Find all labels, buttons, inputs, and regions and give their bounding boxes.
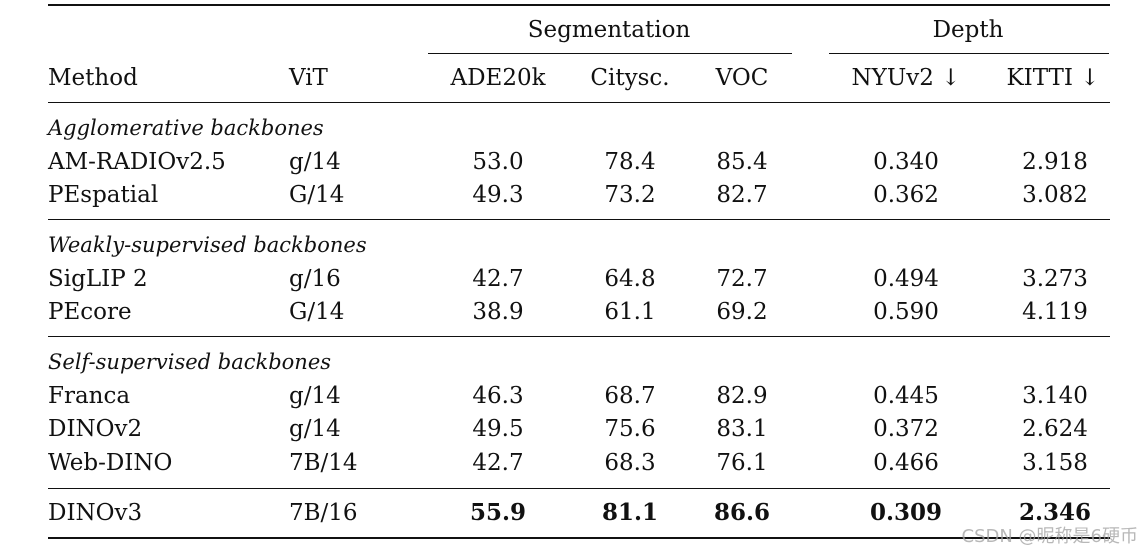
header-rule (48, 102, 1110, 103)
cell-citysc: 75.6 (604, 416, 656, 442)
cell-vit: 7B/14 (289, 450, 358, 476)
segmentation-cmidrule (428, 53, 792, 54)
bottom-rule (48, 537, 1110, 539)
col-header-method: Method (48, 65, 138, 91)
final-row-rule (48, 488, 1110, 489)
cell-method: SigLIP 2 (48, 266, 148, 292)
cell-vit: g/16 (289, 266, 341, 292)
cell-method: PEcore (48, 299, 132, 325)
cell-kitti: 3.273 (1022, 266, 1088, 292)
cell-citysc: 73.2 (604, 182, 656, 208)
cell-voc: 82.7 (716, 182, 768, 208)
cell-citysc: 81.1 (601, 499, 659, 526)
col-header-nyuv2: NYUv2 ↓ (851, 65, 961, 91)
cell-ade20k: 49.5 (472, 416, 524, 442)
cell-citysc: 78.4 (604, 149, 656, 175)
cell-ade20k: 53.0 (472, 149, 524, 175)
cell-method: Franca (48, 383, 131, 409)
col-header-kitti: KITTI ↓ (1006, 65, 1100, 91)
cell-kitti: 3.158 (1022, 450, 1088, 476)
cell-nyuv2: 0.362 (873, 182, 939, 208)
cell-nyuv2: 0.494 (873, 266, 939, 292)
cell-voc: 86.6 (713, 499, 771, 526)
cell-citysc: 68.7 (604, 383, 656, 409)
cell-vit: g/14 (289, 149, 341, 175)
cell-ade20k: 38.9 (472, 299, 524, 325)
cell-ade20k: 55.9 (469, 499, 527, 526)
group-header-segmentation: Segmentation (527, 17, 691, 43)
cell-vit: g/14 (289, 416, 341, 442)
cell-kitti: 3.140 (1022, 383, 1088, 409)
cell-kitti: 4.119 (1022, 299, 1088, 325)
col-header-ade20k: ADE20k (450, 65, 546, 91)
col-header-voc: VOC (715, 65, 769, 91)
cell-ade20k: 42.7 (472, 450, 524, 476)
cell-method: DINOv2 (48, 416, 143, 442)
col-header-citysc: Citysc. (590, 65, 670, 91)
cell-vit: g/14 (289, 383, 341, 409)
cell-nyuv2: 0.340 (873, 149, 939, 175)
col-header-vit: ViT (289, 65, 328, 91)
cell-voc: 82.9 (716, 383, 768, 409)
cell-nyuv2: 0.466 (873, 450, 939, 476)
cell-voc: 83.1 (716, 416, 768, 442)
section-title: Weakly-supervised backbones (48, 233, 367, 257)
cell-vit: G/14 (289, 182, 345, 208)
section-rule (48, 219, 1110, 220)
group-header-depth: Depth (932, 17, 1004, 43)
cell-voc: 76.1 (716, 450, 768, 476)
cell-nyuv2: 0.590 (873, 299, 939, 325)
section-rule (48, 336, 1110, 337)
cell-citysc: 64.8 (604, 266, 656, 292)
cell-citysc: 61.1 (604, 299, 656, 325)
cell-method: DINOv3 (48, 500, 143, 526)
cell-ade20k: 42.7 (472, 266, 524, 292)
cell-kitti: 2.346 (1018, 499, 1092, 526)
watermark-text: CSDN @昵称是6硬币 (961, 526, 1139, 547)
depth-cmidrule (829, 53, 1109, 54)
cell-kitti: 3.082 (1022, 182, 1088, 208)
cell-kitti: 2.624 (1022, 416, 1088, 442)
top-rule (48, 4, 1110, 6)
cell-voc: 69.2 (716, 299, 768, 325)
cell-citysc: 68.3 (604, 450, 656, 476)
cell-ade20k: 46.3 (472, 383, 524, 409)
cell-method: PEspatial (48, 182, 159, 208)
cell-voc: 72.7 (716, 266, 768, 292)
cell-nyuv2: 0.445 (873, 383, 939, 409)
cell-voc: 85.4 (716, 149, 768, 175)
cell-kitti: 2.918 (1022, 149, 1088, 175)
cell-nyuv2: 0.372 (873, 416, 939, 442)
cell-nyuv2: 0.309 (869, 499, 943, 526)
section-title: Agglomerative backbones (48, 116, 324, 140)
cell-method: Web-DINO (48, 450, 173, 476)
cell-vit: 7B/16 (289, 500, 358, 526)
cell-ade20k: 49.3 (472, 182, 524, 208)
cell-vit: G/14 (289, 299, 345, 325)
cell-method: AM-RADIOv2.5 (48, 149, 226, 175)
section-title: Self-supervised backbones (48, 350, 332, 374)
